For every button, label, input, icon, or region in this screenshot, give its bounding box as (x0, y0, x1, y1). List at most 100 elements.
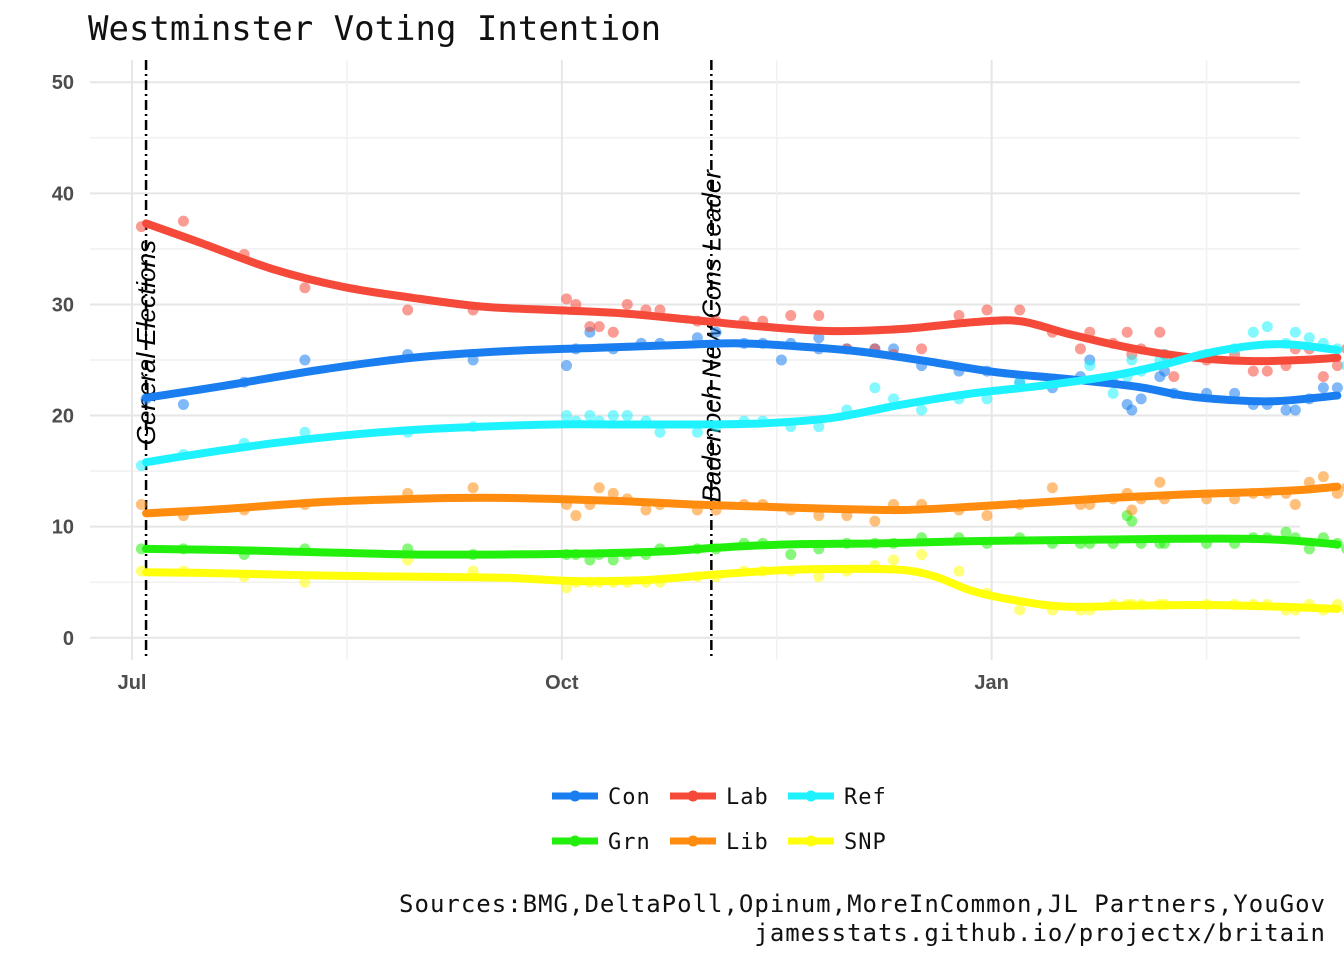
x-axis: Jul Oct Jan (118, 672, 1009, 694)
data-point-lab (1317, 371, 1329, 383)
data-point-con (467, 354, 479, 366)
data-point-snp (1341, 605, 1344, 615)
data-point-lab (785, 310, 797, 322)
data-point-lib (1126, 504, 1138, 516)
data-point-lab (1074, 343, 1086, 355)
data-point-ref (1126, 354, 1138, 366)
data-point-ref (1289, 326, 1301, 338)
data-point-con (1280, 404, 1292, 416)
data-point-lib (813, 510, 825, 522)
legend: Con Lab Ref Grn Lib SNP (552, 785, 887, 855)
data-point-snp (953, 565, 965, 577)
data-point-snp (813, 571, 825, 583)
data-point-lab (981, 304, 993, 316)
data-point-lib (869, 515, 881, 527)
data-point-con (1229, 387, 1241, 399)
data-point-lab (1247, 365, 1259, 377)
data-point-ref (584, 410, 596, 422)
data-point-lib (1303, 476, 1315, 488)
data-point-lib (1046, 482, 1058, 494)
data-point-ref (1261, 321, 1273, 333)
data-point-grn (1303, 543, 1315, 555)
data-point-ref (654, 426, 666, 438)
legend-dot (805, 835, 817, 847)
data-point-snp (888, 554, 900, 566)
data-point-lab (584, 321, 596, 333)
y-tick-label: 50 (52, 72, 74, 94)
data-point-lib (570, 510, 582, 522)
caption-sources: Sources:BMG,DeltaPoll,Opinum,MoreInCommo… (399, 890, 1326, 918)
legend-label: Ref (844, 785, 887, 810)
data-point-lib (1317, 471, 1329, 483)
data-point-lab (402, 304, 414, 316)
data-point-snp (916, 548, 928, 560)
data-point-con (813, 332, 825, 344)
legend-item-lab: Lab (670, 785, 769, 810)
data-point-lab (953, 310, 965, 322)
data-point-ref (869, 382, 881, 394)
legend-label: Lab (726, 785, 769, 810)
data-point-lab (1014, 304, 1026, 316)
data-point-lab (1168, 371, 1180, 383)
y-tick-label: 10 (52, 517, 74, 539)
data-point-grn (1126, 515, 1138, 527)
data-point-snp (299, 576, 311, 588)
legend-item-ref: Ref (788, 785, 887, 810)
trend-line-ref (142, 340, 1342, 467)
grid (90, 60, 1300, 660)
data-point-ref (299, 426, 311, 438)
data-point-ref (691, 426, 703, 438)
data-point-lib (1289, 498, 1301, 510)
data-point-grn (607, 554, 619, 566)
x-tick-label: Oct (545, 672, 579, 694)
legend-label: Grn (608, 830, 651, 855)
data-point-lib (981, 510, 993, 522)
data-point-con (1289, 404, 1301, 416)
data-point-ref (607, 410, 619, 422)
data-point-lib (1154, 476, 1166, 488)
legend-item-con: Con (552, 785, 651, 810)
legend-label: Con (608, 785, 651, 810)
data-point-lab (299, 282, 311, 294)
data-point-lab (561, 293, 573, 305)
caption-url: jamesstats.github.io/projectx/britain (754, 919, 1326, 947)
legend-dot (569, 835, 581, 847)
data-point-ref (916, 404, 928, 416)
data-point-snp (561, 582, 573, 594)
data-point-lab (177, 215, 189, 227)
x-tick-label: Jul (118, 672, 147, 694)
data-point-grn (1280, 526, 1292, 538)
data-point-lab (1121, 326, 1133, 338)
data-point-lab (621, 298, 633, 310)
chart-title: Westminster Voting Intention (88, 9, 661, 49)
trend-line-snp (142, 564, 1342, 613)
data-point-ref (561, 410, 573, 422)
data-point-con (299, 354, 311, 366)
data-point-lab (916, 343, 928, 355)
trend-line-grn (142, 534, 1342, 559)
data-point-ref (621, 410, 633, 422)
data-point-lib (467, 482, 479, 494)
data-point-con (1331, 382, 1343, 394)
trend-lines (142, 219, 1342, 613)
legend-label: Lib (726, 830, 769, 855)
annotation-label: General Elections (131, 240, 161, 445)
data-point-ref (1341, 360, 1344, 371)
x-tick-label: Jan (974, 672, 1008, 694)
data-point-con (177, 398, 189, 410)
legend-item-snp: SNP (788, 830, 887, 855)
data-point-con (1126, 404, 1138, 416)
data-point-con (1135, 393, 1147, 405)
y-tick-label: 0 (63, 628, 74, 650)
legend-item-grn: Grn (552, 830, 651, 855)
y-tick-label: 40 (52, 183, 74, 205)
data-point-ref (1084, 360, 1096, 372)
legend-label: SNP (844, 830, 887, 855)
data-point-lib (593, 482, 605, 494)
data-point-ref (981, 393, 993, 405)
data-point-grn (785, 548, 797, 560)
y-axis: 0 10 20 30 40 50 (52, 72, 74, 650)
data-point-con (710, 326, 722, 338)
data-point-lib (640, 504, 652, 516)
